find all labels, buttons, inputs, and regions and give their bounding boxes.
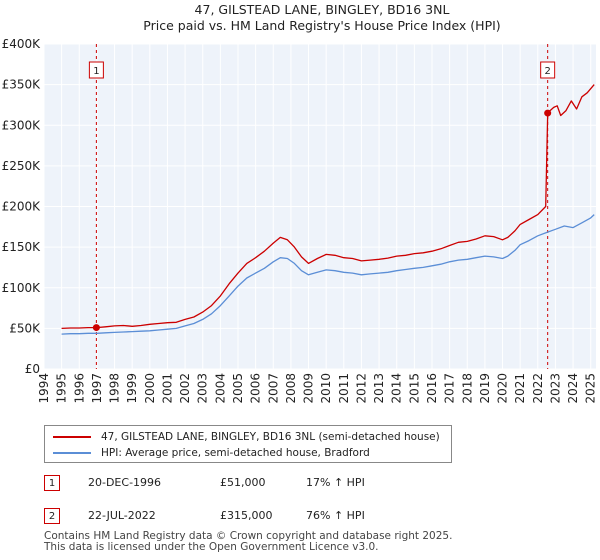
sale-price: £315,000 bbox=[220, 509, 273, 522]
sale-marker-badge: 2 bbox=[44, 508, 60, 524]
x-tick-label: 1994 bbox=[37, 373, 51, 404]
x-tick-label: 2010 bbox=[319, 373, 333, 404]
y-tick-label: £300K bbox=[2, 118, 42, 132]
x-tick-label: 2015 bbox=[407, 373, 421, 404]
footer-licence: This data is licensed under the Open Gov… bbox=[44, 541, 379, 553]
x-tick-label: 2025 bbox=[584, 373, 598, 404]
x-tick-label: 2022 bbox=[531, 373, 545, 404]
sale-row: 1 20-DEC-1996 £51,000 17% ↑ HPI bbox=[44, 475, 584, 495]
x-tick-label: 2000 bbox=[143, 373, 157, 404]
annotation-label: 2 bbox=[544, 66, 550, 77]
price-chart: 47, GILSTEAD LANE, BINGLEY, BD16 3NL Pri… bbox=[2, 2, 598, 404]
x-tick-label: 2012 bbox=[354, 373, 368, 404]
chart-subtitle: Price paid vs. HM Land Registry's House … bbox=[143, 18, 500, 33]
plot-area: 1994 1995 1996 1997 1998 1999 2000 2001 2002 2003… bbox=[2, 37, 598, 404]
annotation-label: 1 bbox=[93, 66, 99, 77]
y-tick-label: £200K bbox=[2, 200, 42, 214]
x-tick-label: 1998 bbox=[108, 373, 122, 404]
sale-date: 22-JUL-2022 bbox=[88, 509, 156, 522]
footer-copyright: Contains HM Land Registry data © Crown c… bbox=[44, 530, 453, 542]
x-tick-label: 2004 bbox=[213, 373, 227, 404]
sale-hpi-change: 17% ↑ HPI bbox=[306, 476, 365, 489]
legend-label-property: 47, GILSTEAD LANE, BINGLEY, BD16 3NL (se… bbox=[101, 431, 440, 443]
y-tick-label: £350K bbox=[2, 78, 42, 92]
x-tick-label: 2006 bbox=[249, 373, 263, 404]
x-tick-label: 1995 bbox=[55, 373, 69, 404]
sale-date: 20-DEC-1996 bbox=[88, 476, 162, 489]
x-tick-label: 2009 bbox=[302, 373, 316, 404]
x-tick-label: 2011 bbox=[337, 373, 351, 404]
legend: 47, GILSTEAD LANE, BINGLEY, BD16 3NL (se… bbox=[44, 425, 452, 463]
x-tick-label: 2013 bbox=[372, 373, 386, 404]
x-tick-label: 1996 bbox=[72, 373, 86, 404]
y-tick-label: £250K bbox=[2, 159, 42, 173]
hpi-line bbox=[61, 214, 595, 335]
x-tick-label: 2014 bbox=[390, 373, 404, 404]
legend-swatch-property bbox=[53, 436, 91, 438]
x-tick-label: 2002 bbox=[178, 373, 192, 404]
x-tick-label: 2016 bbox=[425, 373, 439, 404]
sale-marker-badge: 1 bbox=[44, 475, 60, 491]
annotation-badge bbox=[540, 61, 556, 79]
x-tick-label: 2001 bbox=[160, 373, 174, 404]
legend-item-property: 47, GILSTEAD LANE, BINGLEY, BD16 3NL (se… bbox=[53, 429, 440, 445]
x-tick-label: 2003 bbox=[196, 373, 210, 404]
sale-point bbox=[92, 324, 100, 332]
annotation-badge bbox=[88, 61, 104, 79]
legend-item-hpi: HPI: Average price, semi-detached house,… bbox=[53, 445, 370, 461]
legend-label-hpi: HPI: Average price, semi-detached house,… bbox=[101, 447, 370, 459]
x-tick-label: 2024 bbox=[566, 373, 580, 404]
y-tick-label: £400K bbox=[2, 37, 42, 51]
footer: Contains HM Land Registry data © Crown c… bbox=[44, 531, 452, 553]
y-tick-label: £150K bbox=[2, 240, 42, 254]
x-tick-label: 2018 bbox=[460, 373, 474, 404]
sale-price: £51,000 bbox=[220, 476, 266, 489]
x-tick-label: 2017 bbox=[443, 373, 457, 404]
x-tick-label: 2020 bbox=[496, 373, 510, 404]
x-tick-label: 1999 bbox=[125, 373, 139, 404]
legend-swatch-hpi bbox=[53, 452, 91, 454]
x-tick-label: 2005 bbox=[231, 373, 245, 404]
sale-hpi-change: 76% ↑ HPI bbox=[306, 509, 365, 522]
x-tick-label: 2007 bbox=[266, 373, 280, 404]
y-tick-label: £100K bbox=[2, 281, 42, 295]
property-price-line bbox=[61, 84, 595, 330]
y-tick-label: £0 bbox=[25, 362, 40, 376]
x-tick-label: 2019 bbox=[478, 373, 492, 404]
x-tick-label: 2021 bbox=[513, 373, 527, 404]
sale-row: 2 22-JUL-2022 £315,000 76% ↑ HPI bbox=[44, 508, 584, 528]
sale-point bbox=[544, 109, 552, 117]
chart-title: 47, GILSTEAD LANE, BINGLEY, BD16 3NL bbox=[195, 2, 450, 17]
x-tick-label: 2023 bbox=[548, 373, 562, 404]
x-tick-label: 1997 bbox=[90, 373, 104, 404]
x-tick-label: 2008 bbox=[284, 373, 298, 404]
y-tick-label: £50K bbox=[9, 321, 41, 335]
